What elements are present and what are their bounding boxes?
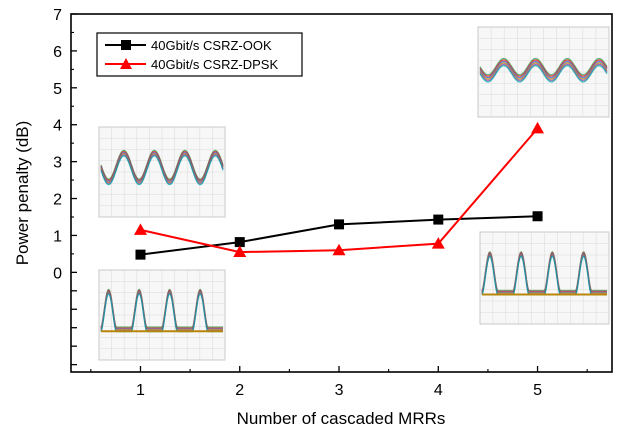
legend-label-ook: 40Gbit/s CSRZ-OOK	[151, 38, 272, 53]
x-tick-label: 3	[335, 382, 344, 399]
data-point-0	[234, 237, 245, 248]
inset-top-left	[98, 126, 226, 218]
data-point-1	[431, 237, 445, 249]
legend-label-dpsk: 40Gbit/s CSRZ-DPSK	[151, 57, 278, 72]
y-tick-label: 2	[53, 192, 62, 209]
inset-trace	[100, 155, 224, 186]
inset-trace	[479, 57, 608, 76]
x-tick-label: 4	[434, 382, 443, 399]
inset-trace	[479, 65, 608, 83]
inset-bottom-right	[479, 231, 610, 325]
y-tick-label: 5	[53, 81, 62, 98]
y-tick-label: 3	[53, 155, 62, 172]
x-tick-label: 1	[136, 382, 145, 399]
inset-trace	[479, 62, 608, 80]
series-layer	[133, 121, 545, 260]
x-axis-title: Number of cascaded MRRs	[237, 409, 446, 428]
inset-bottom-left	[98, 269, 226, 361]
inset-trace	[479, 63, 608, 82]
x-tick-label: 2	[235, 382, 244, 399]
data-point-1	[332, 243, 346, 256]
y-tick-label: 6	[53, 44, 62, 61]
data-point-1	[233, 245, 247, 258]
y-tick-label: 4	[53, 118, 62, 135]
x-tick-label: 5	[533, 382, 542, 399]
inset-top-right	[477, 26, 610, 118]
plot-frame	[70, 13, 613, 373]
data-point-0	[135, 249, 146, 260]
y-tick-label: 1	[53, 228, 62, 245]
axis-ticks: 1 2 3 4 5 0 1 2 3 4 5 6 7	[53, 7, 588, 399]
inset-trace	[479, 59, 608, 77]
inset-trace	[479, 60, 608, 79]
legend-marker-dpsk	[120, 58, 132, 69]
data-point-0	[433, 214, 444, 225]
data-point-0	[532, 211, 543, 222]
data-point-1	[531, 121, 545, 134]
legend: 40Gbit/s CSRZ-OOK 40Gbit/s CSRZ-DPSK	[96, 32, 303, 77]
y-tick-label: 7	[53, 7, 62, 24]
y-tick-label: 0	[53, 265, 62, 282]
y-axis-title: Power penalty (dB)	[13, 121, 32, 266]
data-point-1	[133, 223, 147, 235]
data-point-0	[334, 219, 345, 230]
legend-marker-ook	[121, 40, 131, 50]
